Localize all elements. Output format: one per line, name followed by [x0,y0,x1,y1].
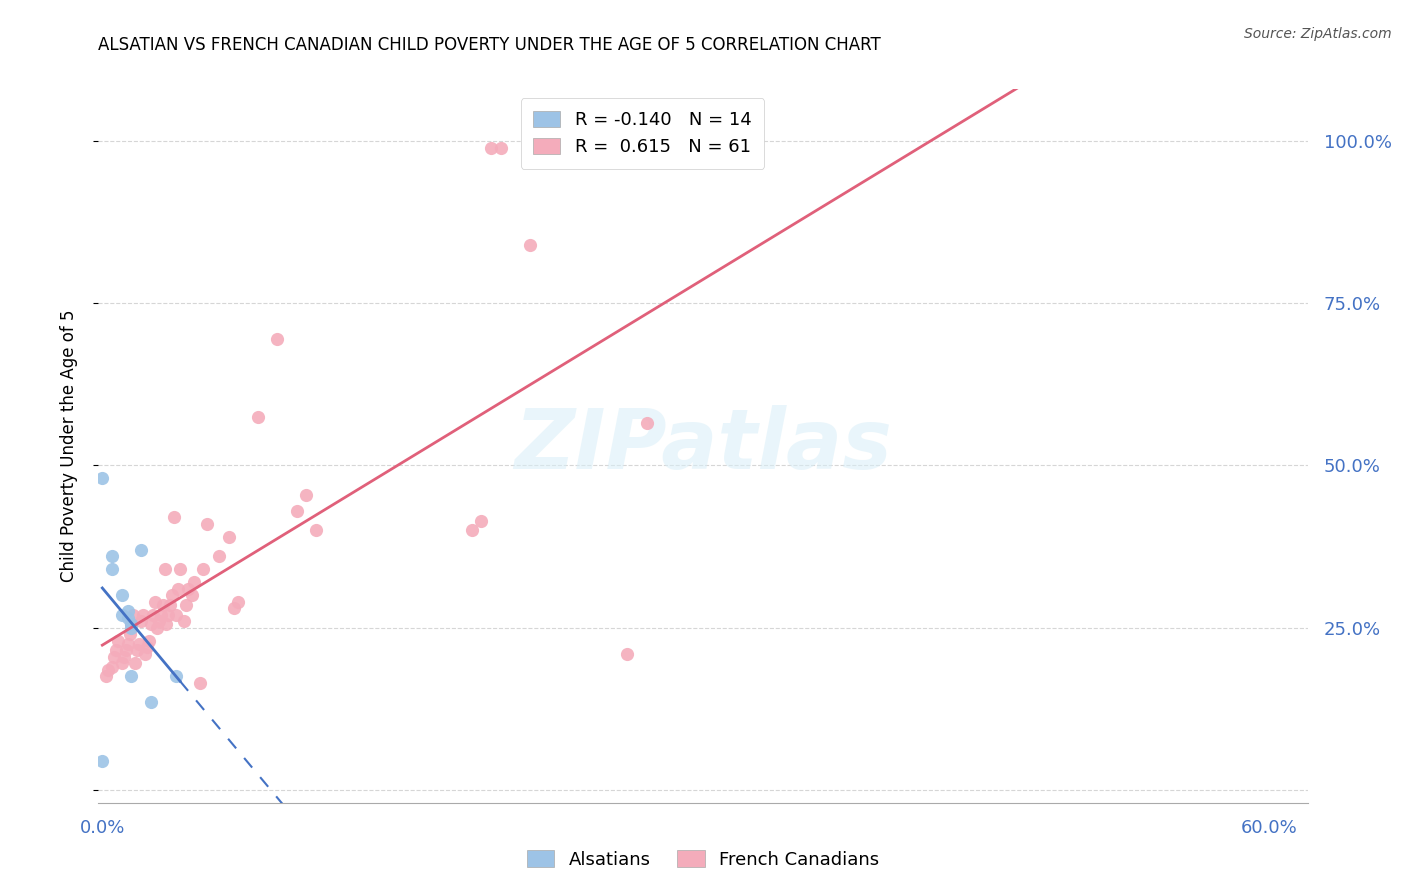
Point [136,640,159,654]
Point [246,409,269,424]
Point [173,614,195,628]
Point [101,549,124,564]
Point [180,588,202,602]
Point [111,607,134,622]
Point [183,575,205,590]
Point [174,598,197,612]
Point [153,562,176,576]
Point [121,621,143,635]
Point [159,598,181,612]
Point [122,607,145,622]
Point [489,140,512,154]
Point [460,524,482,538]
Point [479,140,502,154]
Text: ALSATIAN VS FRENCH CANADIAN CHILD POVERTY UNDER THE AGE OF 5 CORRELATION CHART: ALSATIAN VS FRENCH CANADIAN CHILD POVERT… [98,36,882,54]
Point [145,621,167,635]
Point [162,588,184,602]
Point [177,582,200,596]
Point [148,614,170,628]
Point [121,617,143,632]
Point [169,562,191,576]
Point [97,663,120,677]
Point [193,562,215,576]
Point [139,617,162,632]
Point [101,562,124,576]
Legend: Alsatians, French Canadians: Alsatians, French Canadians [520,843,886,876]
Point [139,695,162,709]
Point [111,657,134,671]
Point [305,524,328,538]
Point [165,669,187,683]
Point [519,238,541,252]
Point [163,510,186,524]
Point [96,669,118,683]
Point [165,607,187,622]
Point [149,607,172,622]
Point [188,675,211,690]
Point [142,607,165,622]
Point [167,582,190,596]
Point [218,530,240,544]
Point [132,607,155,622]
Point [127,643,149,657]
Point [124,657,146,671]
Point [155,617,177,632]
Point [111,588,134,602]
Point [285,504,308,518]
Point [470,514,492,528]
Point [117,637,139,651]
Point [121,617,143,632]
Point [224,601,246,615]
Point [117,604,139,618]
Point [104,643,127,657]
Point [121,669,143,683]
Point [91,754,114,768]
Text: Source: ZipAtlas.com: Source: ZipAtlas.com [1244,27,1392,41]
Point [129,614,152,628]
Point [129,542,152,557]
Point [91,471,114,485]
Point [118,627,141,641]
Point [616,647,638,661]
Point [117,611,139,625]
Point [101,659,124,673]
Point [295,488,318,502]
Point [114,643,136,657]
Point [228,595,250,609]
Point [103,649,125,664]
Point [157,607,180,622]
Point [128,637,150,651]
Point [143,595,166,609]
Point [134,647,156,661]
Point [208,549,231,564]
Point [107,633,129,648]
Text: ZIPatlas: ZIPatlas [515,406,891,486]
Point [636,417,658,431]
Point [152,598,174,612]
Point [195,516,218,531]
Point [112,649,135,664]
Point [266,332,288,346]
Point [138,633,160,648]
Y-axis label: Child Poverty Under the Age of 5: Child Poverty Under the Age of 5 [59,310,77,582]
